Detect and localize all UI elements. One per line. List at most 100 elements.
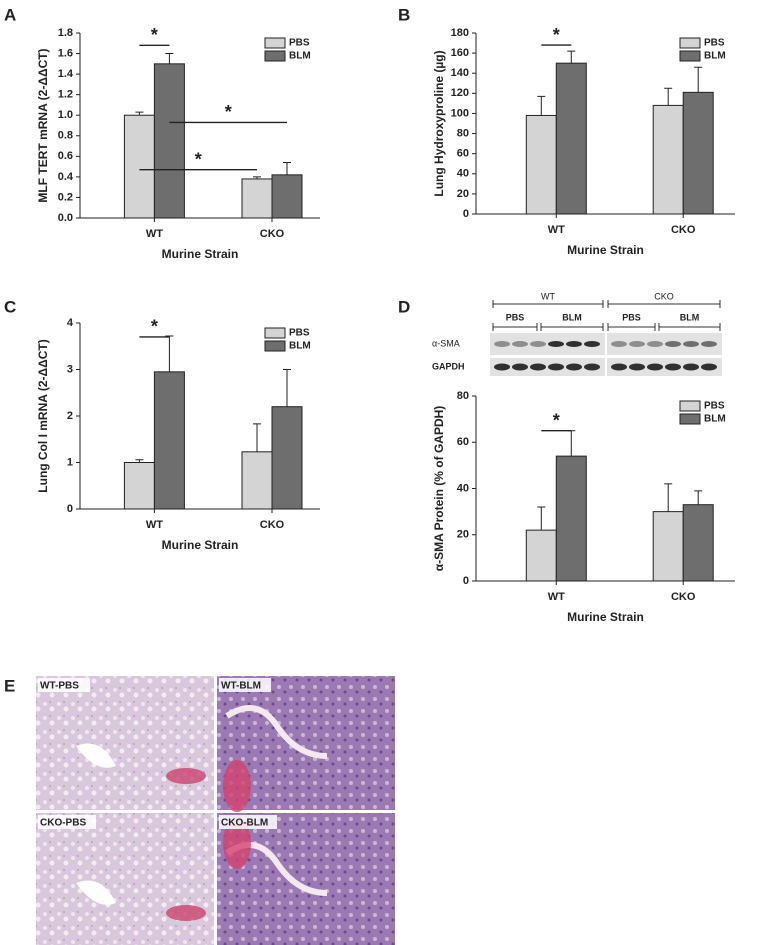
bar	[153, 371, 185, 510]
histology-image	[36, 813, 214, 945]
x-axis-label: Murine Strain	[162, 538, 239, 552]
blot-strip	[607, 333, 722, 355]
bar	[682, 504, 714, 582]
tissue-detail	[225, 705, 328, 759]
y-axis-label: α-SMA Protein (% of GAPDH)	[432, 406, 446, 572]
bar	[525, 529, 557, 582]
blot-band	[566, 363, 582, 371]
blot-band	[548, 341, 564, 347]
blot-band	[611, 363, 627, 371]
blot-treatment-bracket	[658, 323, 721, 331]
y-tick-label: 140	[451, 67, 469, 79]
vessel	[166, 905, 206, 921]
y-tick-label: 0.8	[58, 130, 73, 142]
blot-band	[584, 341, 600, 347]
y-tick-label: 120	[451, 87, 469, 99]
y-tick-label: 1.4	[58, 68, 74, 80]
image-label: WT-PBS	[40, 681, 79, 692]
legend-swatch	[679, 37, 701, 49]
image-label-bg	[38, 678, 90, 692]
y-tick-label: 1.0	[58, 109, 73, 121]
airway	[76, 880, 116, 905]
y-tick-label: 1.2	[58, 89, 73, 101]
legend-swatch	[264, 50, 286, 62]
blot-band	[548, 363, 564, 371]
airway	[76, 743, 116, 768]
blot-treatment-bracket	[540, 323, 604, 331]
error-bar	[165, 335, 174, 372]
bar	[555, 62, 587, 215]
legend-label: BLM	[704, 51, 726, 62]
vessel	[223, 817, 251, 869]
legend-swatch	[264, 340, 286, 352]
blot-strip	[490, 333, 605, 355]
y-tick-label: 0.0	[58, 212, 73, 224]
blot-row-label: GAPDH	[432, 361, 465, 371]
legend-swatch	[679, 400, 701, 412]
panel-label: C	[4, 297, 16, 316]
error-bar	[165, 53, 174, 64]
y-tick-label: 60	[457, 436, 469, 448]
significance-marker: *	[553, 410, 560, 430]
x-tick-label: WT	[146, 519, 163, 531]
error-bar	[567, 430, 576, 457]
blot-band	[629, 363, 645, 371]
error-bar	[664, 87, 673, 106]
blot-band	[683, 341, 699, 347]
error-bar	[664, 483, 673, 512]
y-tick-label: 0.4	[58, 171, 74, 183]
bar	[123, 462, 155, 510]
blot-strip	[607, 358, 722, 376]
blot-band	[647, 363, 663, 371]
legend-swatch	[264, 37, 286, 49]
blot-group-label: WT	[541, 291, 555, 301]
x-tick-label: WT	[548, 591, 565, 603]
blot-band	[530, 363, 546, 371]
y-tick-label: 0.2	[58, 191, 73, 203]
bar	[153, 63, 185, 219]
blot-treatment-label: PBS	[622, 312, 641, 322]
y-tick-label: 0	[463, 208, 469, 220]
blot-band	[701, 341, 717, 347]
y-tick-label: 2	[67, 410, 73, 422]
error-bar	[283, 162, 291, 175]
blot-row-label: α-SMA	[432, 338, 460, 348]
x-tick-label: CKO	[671, 224, 696, 236]
blot-band	[494, 363, 510, 371]
blot-band	[611, 341, 627, 347]
image-label-bg	[219, 815, 277, 829]
blot-band	[647, 341, 663, 347]
bar	[652, 511, 684, 582]
blot-treatment-label: BLM	[680, 312, 700, 322]
y-tick-label: 1.6	[58, 47, 73, 59]
legend-label: PBS	[704, 401, 725, 412]
y-tick-label: 60	[457, 148, 469, 160]
blot-band	[512, 363, 528, 371]
legend-swatch	[679, 50, 701, 62]
error-bar	[135, 459, 144, 463]
legend-swatch	[679, 413, 701, 425]
y-tick-label: 3	[67, 363, 73, 375]
blot-strip	[490, 358, 605, 376]
x-tick-label: CKO	[260, 228, 285, 240]
y-tick-label: 180	[451, 27, 469, 39]
vessel	[223, 760, 251, 812]
y-tick-label: 80	[457, 390, 469, 402]
x-axis-label: Murine Strain	[567, 243, 644, 257]
blot-band	[629, 341, 645, 347]
blot-band	[701, 363, 717, 371]
bar	[682, 91, 714, 215]
y-tick-label: 1.8	[58, 27, 73, 39]
blot-band	[665, 341, 681, 347]
legend-swatch	[264, 327, 286, 339]
legend-label: PBS	[704, 38, 725, 49]
legend-label: BLM	[289, 341, 311, 352]
blot-group-bracket	[607, 300, 721, 308]
y-tick-label: 4	[67, 317, 74, 329]
y-tick-label: 40	[457, 168, 469, 180]
blot-treatment-label: PBS	[506, 312, 525, 322]
image-label: CKO-BLM	[221, 818, 268, 829]
blot-treatment-label: BLM	[562, 312, 582, 322]
error-bar	[283, 369, 291, 407]
y-axis-label: Lung Hydroxyproline (µg)	[432, 50, 446, 196]
